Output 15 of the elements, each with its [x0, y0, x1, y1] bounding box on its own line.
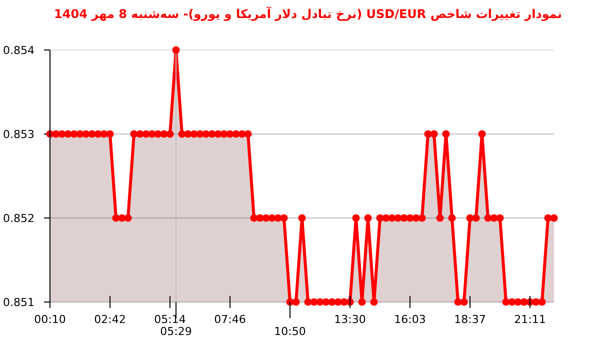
- x-tick-label: 05:14: [154, 313, 186, 326]
- y-tick-label: 0.852: [3, 212, 34, 225]
- x-tick-label: 00:10: [34, 313, 66, 326]
- x-tick-label: 10:50: [274, 325, 306, 338]
- y-tick-label: 0.853: [3, 128, 34, 141]
- x-tick-label: 02:42: [94, 313, 126, 326]
- y-tick-label: 0.854: [3, 44, 34, 57]
- chart-title: نمودار تغییرات شاخص USD/EUR (نرخ تبادل دلار آمریکا و یورو)- سه‌شنبه 8 مهر 1404: [54, 6, 562, 21]
- x-tick-label: 21:11: [514, 313, 546, 326]
- y-tick-label: 0.851: [3, 296, 34, 309]
- x-tick-label: 16:03: [394, 313, 426, 326]
- x-tick-label: 07:46: [214, 313, 246, 326]
- x-tick-label: 18:37: [454, 313, 486, 326]
- x-tick-label: 05:29: [160, 325, 192, 338]
- x-tick-label: 13:30: [334, 313, 366, 326]
